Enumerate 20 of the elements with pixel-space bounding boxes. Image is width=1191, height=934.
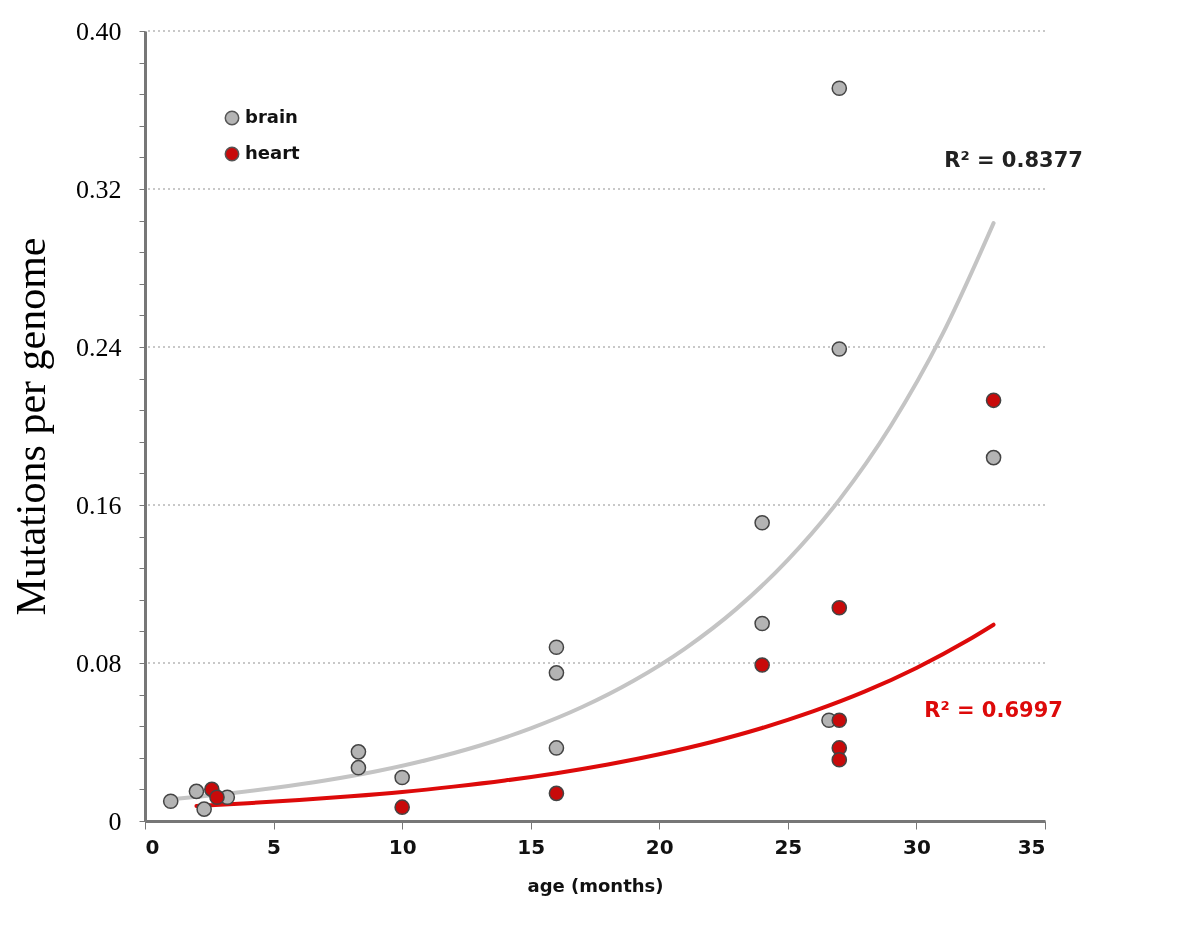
x-tick-label: 15 [517,834,546,859]
x-tick-label: 5 [267,834,282,859]
x-axis-title: age (months) [527,874,664,896]
annotation: R² = 0.8377 [944,148,1083,173]
x-tick-label: 10 [388,834,417,859]
y-tick-label: 0.40 [76,16,122,46]
y-tick-label: 0.24 [76,332,122,362]
y-axis-title: Mutations per genome [8,237,54,616]
y-tick-label: 0.32 [76,174,122,204]
x-tick-label: 30 [903,834,931,859]
annotation: R² = 0.6997 [924,697,1063,722]
y-tick-label: 0 [108,806,122,836]
y-tick-label: 0.08 [76,648,122,678]
x-tick-label: 0 [145,834,160,859]
x-tick-label: 20 [645,834,674,859]
legend-label: brain [245,106,298,127]
y-tick-label: 0.16 [76,490,122,520]
x-tick-label: 35 [1017,834,1046,859]
x-tick-label: 25 [774,834,803,859]
legend-label: heart [245,142,301,163]
